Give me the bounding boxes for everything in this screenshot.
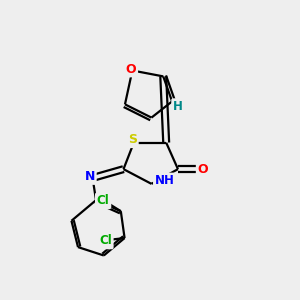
Text: O: O bbox=[198, 163, 208, 176]
Text: H: H bbox=[173, 100, 183, 113]
Text: NH: NH bbox=[155, 174, 175, 188]
Text: S: S bbox=[128, 133, 137, 146]
Text: N: N bbox=[85, 170, 95, 183]
Text: Cl: Cl bbox=[97, 194, 110, 207]
Text: Cl: Cl bbox=[99, 235, 112, 248]
Text: O: O bbox=[125, 62, 136, 76]
